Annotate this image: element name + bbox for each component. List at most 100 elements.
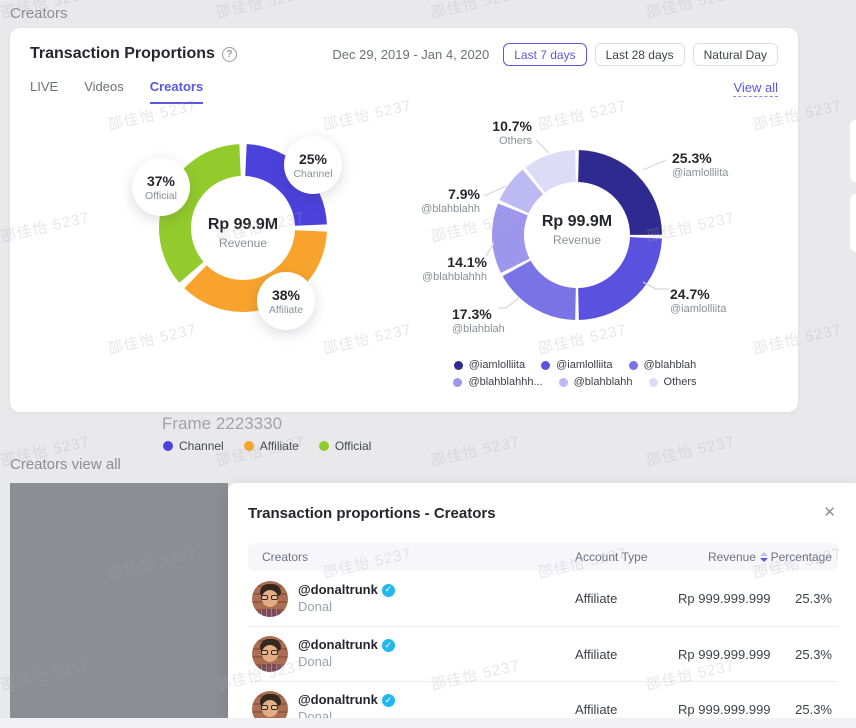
donut-segment-blahblahh[interactable] <box>499 169 544 214</box>
section-label: Creators view all <box>10 456 121 473</box>
legend-item: @blahblah <box>628 359 696 371</box>
percentage: 25.3% <box>795 701 832 717</box>
channel-dot <box>163 441 173 451</box>
legend-item: @iamlolliita <box>453 359 525 371</box>
donut-segment-iamlolliita[interactable] <box>578 150 662 235</box>
leader-line <box>535 139 550 154</box>
sort-icon[interactable] <box>760 552 768 562</box>
leader-line <box>642 281 669 290</box>
avatar <box>252 636 288 672</box>
legend-dot <box>558 377 568 387</box>
callout-official: 37% Official <box>132 158 190 216</box>
donut-segment-blahblah[interactable] <box>502 260 576 320</box>
revenue: Rp 999.999.999 <box>678 701 771 717</box>
column-percentage: Percentage <box>770 550 832 564</box>
segment-label: 14.1% @blahblahhh <box>422 254 487 284</box>
column-creators: Creators <box>262 550 309 564</box>
callout-channel: 25% Channel <box>284 136 342 194</box>
creator-handle[interactable]: @donaltrunk ✓ <box>298 637 395 654</box>
view-all-link[interactable]: View all <box>733 80 778 97</box>
creator-handle[interactable]: @donaltrunk ✓ <box>298 582 395 599</box>
legend-item: @blahblahhh... <box>453 376 543 388</box>
table-header: Creators Account Type Revenue Percentage <box>248 543 838 571</box>
column-revenue[interactable]: Revenue <box>678 550 768 564</box>
revenue-label: Revenue <box>552 233 602 247</box>
account-type-legend: Channel Affiliate Official <box>163 439 371 453</box>
creator-name: Donal <box>298 654 332 669</box>
revenue: Rp 999.999.999 <box>678 646 771 662</box>
donut-segment-Channel[interactable] <box>245 144 327 226</box>
creators-table: Creators Account Type Revenue Percentage… <box>248 543 838 718</box>
affiliate-dot <box>243 441 254 451</box>
revenue-value: Rp 99.9M <box>541 213 613 230</box>
date-range: Dec 29, 2019 - Jan 4, 2020 <box>332 47 490 62</box>
verified-icon: ✓ <box>381 639 395 653</box>
creator-name: Donal <box>298 709 332 718</box>
segment-label: 25.3% @iamlolliita <box>672 150 729 180</box>
card-title-text: Transaction Proportions <box>30 45 215 62</box>
canvas-edge <box>0 718 856 728</box>
legend-item-channel: Channel <box>163 439 224 453</box>
legend-dot <box>648 377 658 387</box>
transaction-proportions-card: Transaction Proportions ? Dec 29, 2019 -… <box>10 28 798 412</box>
column-account-type: Account Type <box>575 550 648 564</box>
donut-segment-blahblahhh[interactable] <box>492 203 530 273</box>
creator-handle[interactable]: @donaltrunk ✓ <box>298 692 395 709</box>
segment-label: 17.3% @blahblah <box>452 306 505 336</box>
donut-center-label: Rp 99.9M Revenue <box>183 216 303 250</box>
percentage: 25.3% <box>795 591 832 606</box>
creators-chart-legend: @iamlolliita @iamlolliita @blahblah @blahbl… <box>410 359 740 388</box>
tab-live[interactable]: LIVE <box>30 79 59 94</box>
watermark: 邵佳怡 5237 <box>214 0 307 22</box>
help-icon[interactable]: ? <box>221 46 237 62</box>
watermark: 邵佳怡 5237 <box>644 433 737 470</box>
table-row: @donaltrunk ✓ Donal Affiliate Rp 999.999.… <box>248 681 838 718</box>
legend-item: @iamlolliita <box>541 359 613 371</box>
close-icon[interactable]: ✕ <box>823 504 836 521</box>
account-type: Affiliate <box>575 591 618 606</box>
creators-donut-chart: Rp 99.9M Revenue 25.3% @iamlolliita 24.7… <box>410 112 740 412</box>
account-type: Affiliate <box>575 701 618 717</box>
transaction-proportions-modal: Transaction proportions - Creators ✕ Cre… <box>228 483 856 718</box>
watermark: 邵佳怡 5237 <box>429 0 522 22</box>
verified-icon: ✓ <box>381 694 395 708</box>
legend-dot <box>541 360 551 370</box>
creator-cell: @donaltrunk ✓ Donal <box>248 691 575 718</box>
revenue-label: Revenue <box>218 236 268 250</box>
card-title: Transaction Proportions ? <box>30 45 237 63</box>
creator-name: Donal <box>298 598 332 614</box>
legend-dot <box>628 360 638 370</box>
account-type: Affiliate <box>575 646 618 662</box>
legend-item: @blahblahh <box>558 376 633 388</box>
range-button-natural-day[interactable]: Natural Day <box>692 43 778 66</box>
revenue-value: Rp 99.9M <box>207 216 279 233</box>
callout-affiliate: 38% Affiliate <box>257 272 315 330</box>
avatar <box>252 691 288 718</box>
creator-cell: @donaltrunk ✓ Donal <box>248 580 575 617</box>
legend-dot <box>453 377 463 387</box>
leader-line <box>498 297 520 309</box>
leader-line <box>642 159 667 171</box>
tab-videos[interactable]: Videos <box>84 79 124 94</box>
dimmed-overlay <box>10 483 228 718</box>
watermark: 邵佳怡 5237 <box>644 0 737 22</box>
range-button-last-28-days[interactable]: Last 28 days <box>594 43 685 66</box>
table-row: @donaltrunk ✓ Donal Affiliate Rp 999.999.… <box>248 571 838 626</box>
leader-line <box>485 242 495 257</box>
account-type-donut-chart: Rp 99.9M Revenue 25% Channel 37% Officia… <box>120 120 410 350</box>
range-button-last-7-days[interactable]: Last 7 days <box>503 43 587 66</box>
tab-creators[interactable]: Creators <box>149 79 204 104</box>
segment-label: 10.7% Others <box>492 118 532 148</box>
legend-item-official: Official <box>318 439 371 453</box>
segment-label: 24.7% @iamlolliita <box>670 286 727 316</box>
table-row: @donaltrunk ✓ Donal Affiliate Rp 999.999.… <box>248 626 838 681</box>
verified-icon: ✓ <box>381 583 395 597</box>
figma-frame-label: Frame 2223330 <box>162 414 283 433</box>
watermark: 邵佳怡 5237 <box>429 433 522 470</box>
donut-segment-iamlolliita[interactable] <box>578 237 662 320</box>
page-title: Creators <box>10 5 68 22</box>
percentage: 25.3% <box>795 646 832 662</box>
donut-center-label: Rp 99.9M Revenue <box>517 213 637 247</box>
donut-segment-Others[interactable] <box>525 150 576 193</box>
date-controls: Dec 29, 2019 - Jan 4, 2020 Last 7 days L… <box>332 43 778 66</box>
